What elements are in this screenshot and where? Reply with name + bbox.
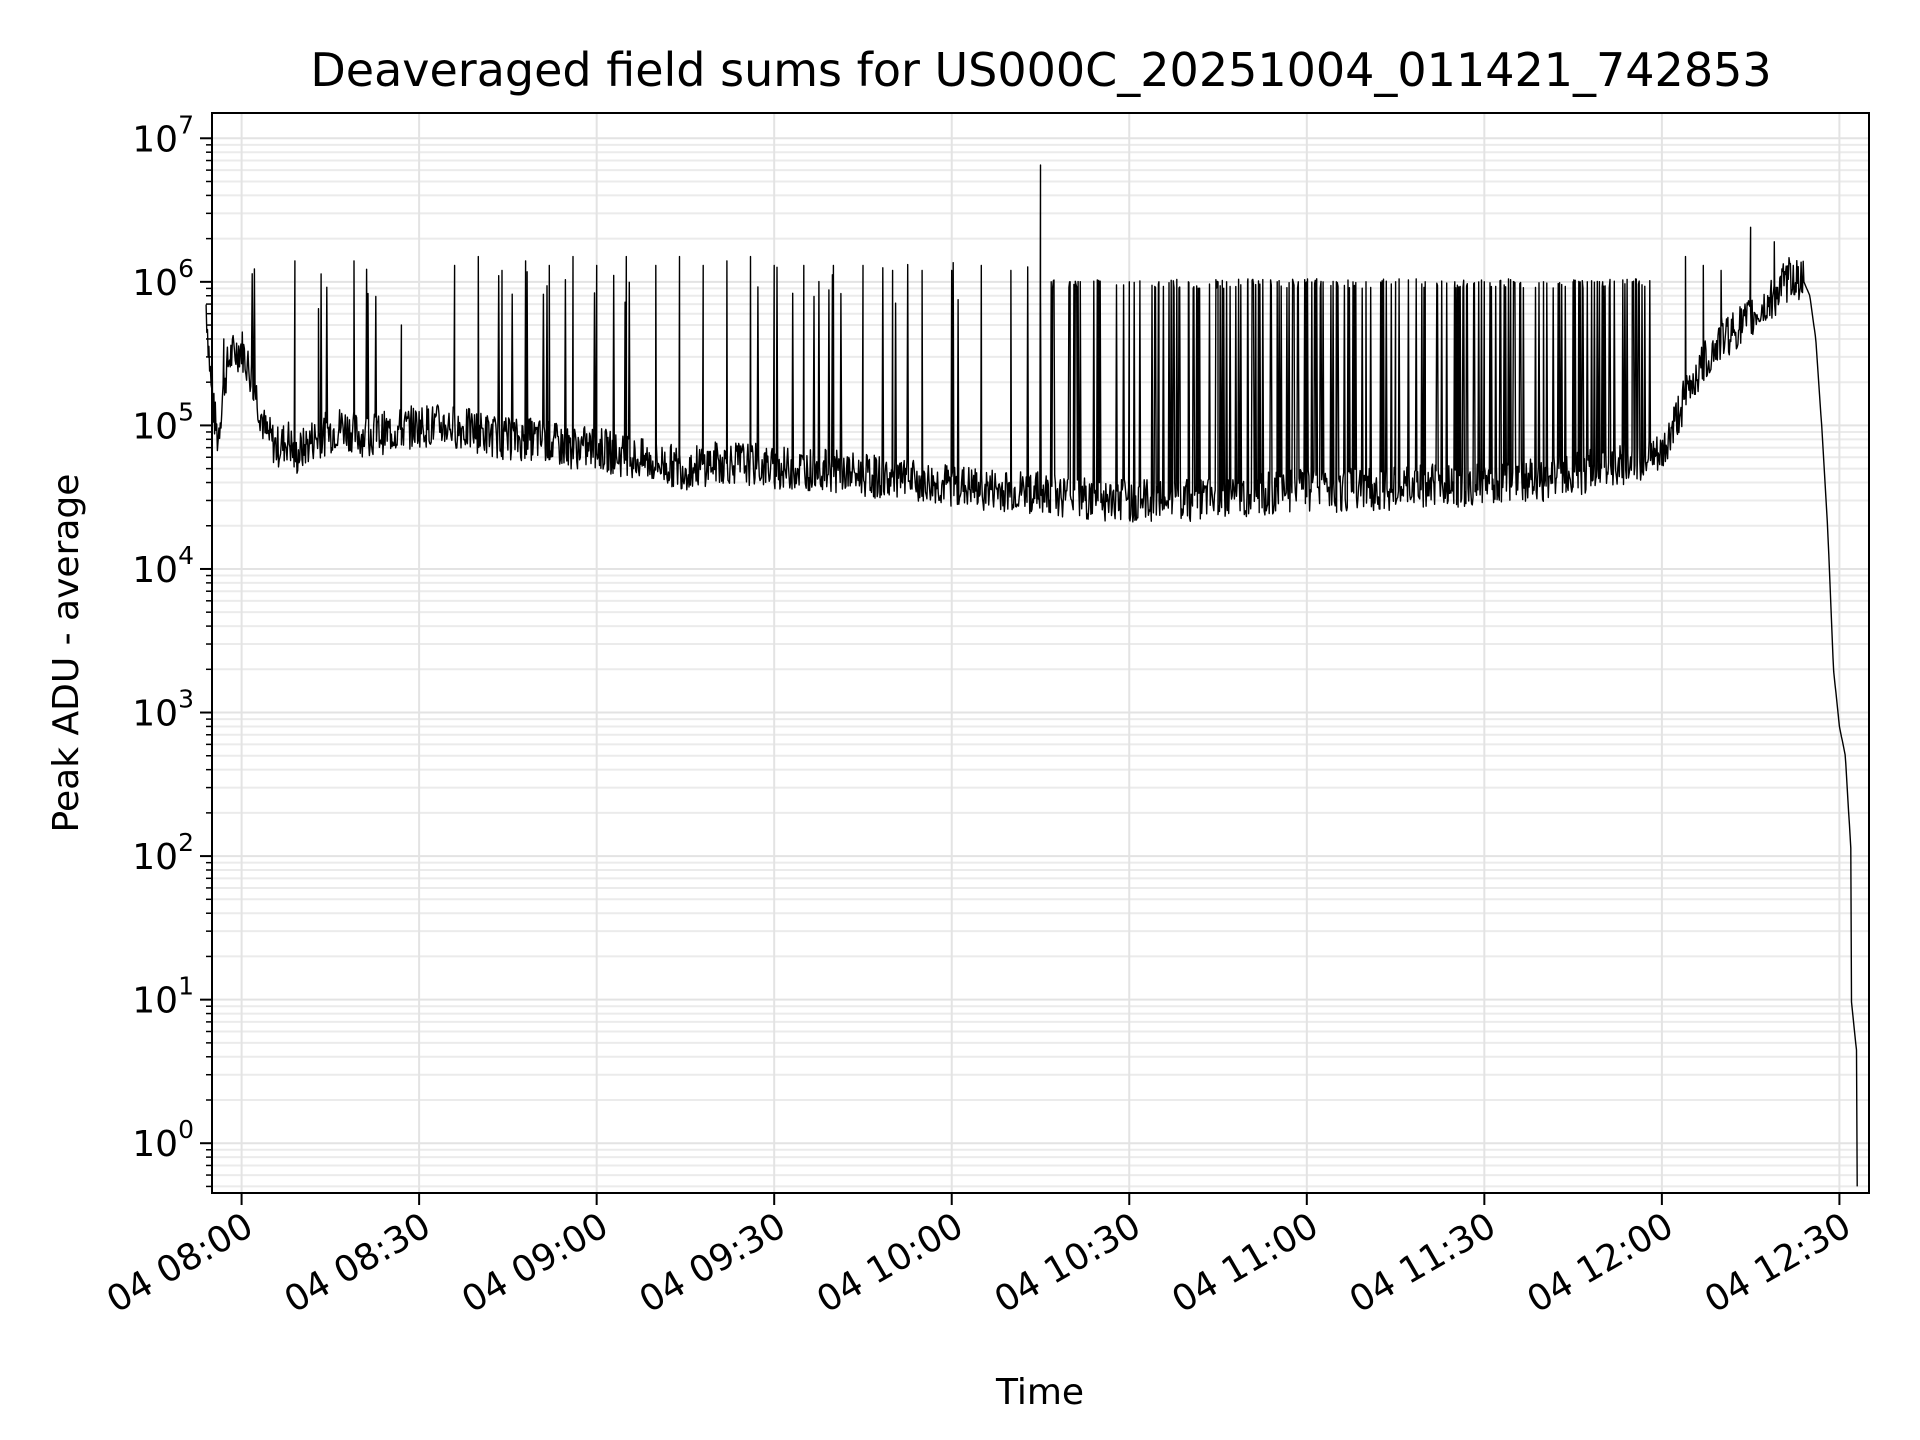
y-tick-label: 107 xyxy=(132,110,194,160)
y-axis-label: Peak ADU - average xyxy=(46,474,87,833)
series-group xyxy=(205,164,1858,1187)
y-tick-label: 105 xyxy=(132,397,194,447)
y-tick-label: 103 xyxy=(132,685,194,735)
x-axis-label: Time xyxy=(995,1372,1084,1413)
grid xyxy=(212,113,1869,1193)
y-tick-label: 102 xyxy=(132,828,194,878)
y-axis: 100 101 102 103 104 105 106 107 xyxy=(132,110,212,1188)
y-tick-label: 101 xyxy=(132,972,194,1022)
y-tick-label: 106 xyxy=(132,254,194,304)
series-line xyxy=(205,164,1858,1187)
y-tick-label: 104 xyxy=(132,541,194,591)
chart-title: Deaveraged field sums for US000C_2025100… xyxy=(310,43,1771,97)
plot-frame xyxy=(211,112,1870,1194)
y-tick-label: 100 xyxy=(132,1115,194,1165)
